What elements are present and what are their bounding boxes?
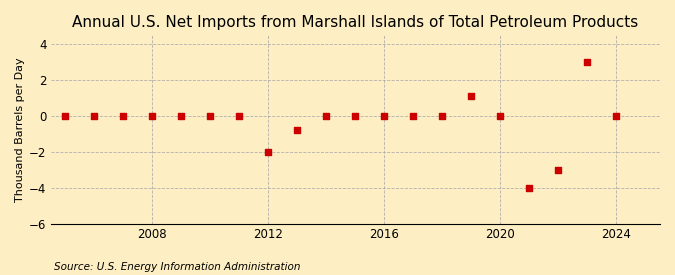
Point xyxy=(495,114,506,118)
Point xyxy=(292,128,302,133)
Point xyxy=(524,186,535,190)
Point xyxy=(60,114,71,118)
Point xyxy=(321,114,331,118)
Point xyxy=(582,60,593,64)
Point xyxy=(89,114,100,118)
Title: Annual U.S. Net Imports from Marshall Islands of Total Petroleum Products: Annual U.S. Net Imports from Marshall Is… xyxy=(72,15,639,30)
Point xyxy=(437,114,448,118)
Point xyxy=(350,114,360,118)
Point xyxy=(147,114,158,118)
Point xyxy=(205,114,216,118)
Point xyxy=(263,150,274,154)
Point xyxy=(234,114,245,118)
Point xyxy=(118,114,129,118)
Point xyxy=(611,114,622,118)
Point xyxy=(466,94,477,98)
Point xyxy=(408,114,418,118)
Y-axis label: Thousand Barrels per Day: Thousand Barrels per Day xyxy=(15,57,25,202)
Point xyxy=(176,114,187,118)
Point xyxy=(553,167,564,172)
Point xyxy=(379,114,389,118)
Text: Source: U.S. Energy Information Administration: Source: U.S. Energy Information Administ… xyxy=(54,262,300,272)
